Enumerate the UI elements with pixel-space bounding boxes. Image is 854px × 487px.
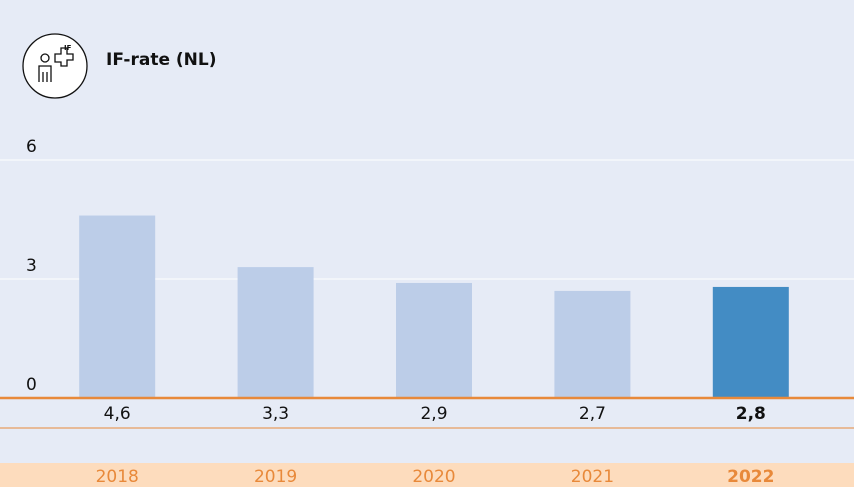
- y-tick-label: 6: [26, 137, 37, 157]
- x-tick-label: 2021: [571, 467, 614, 487]
- value-label: 2,9: [420, 404, 447, 424]
- value-label: 4,6: [104, 404, 131, 424]
- y-tick-label: 3: [26, 256, 37, 276]
- bar: [396, 282, 472, 398]
- bar: [554, 290, 631, 398]
- bar: [712, 286, 789, 398]
- value-label: 2,7: [579, 404, 606, 424]
- value-label: 2,8: [736, 404, 766, 424]
- x-tick-label: 2022: [727, 467, 774, 487]
- chart-title: IF-rate (NL): [106, 50, 217, 70]
- icon-label: IF: [64, 44, 72, 52]
- x-tick-label: 2018: [96, 467, 139, 487]
- y-tick-label: 0: [26, 375, 37, 395]
- bar: [237, 267, 314, 398]
- bar: [79, 215, 156, 398]
- title-icon: [22, 33, 88, 99]
- x-tick-label: 2019: [254, 467, 297, 487]
- x-tick-label: 2020: [412, 467, 455, 487]
- value-label: 3,3: [262, 404, 289, 424]
- year-band: [0, 463, 854, 487]
